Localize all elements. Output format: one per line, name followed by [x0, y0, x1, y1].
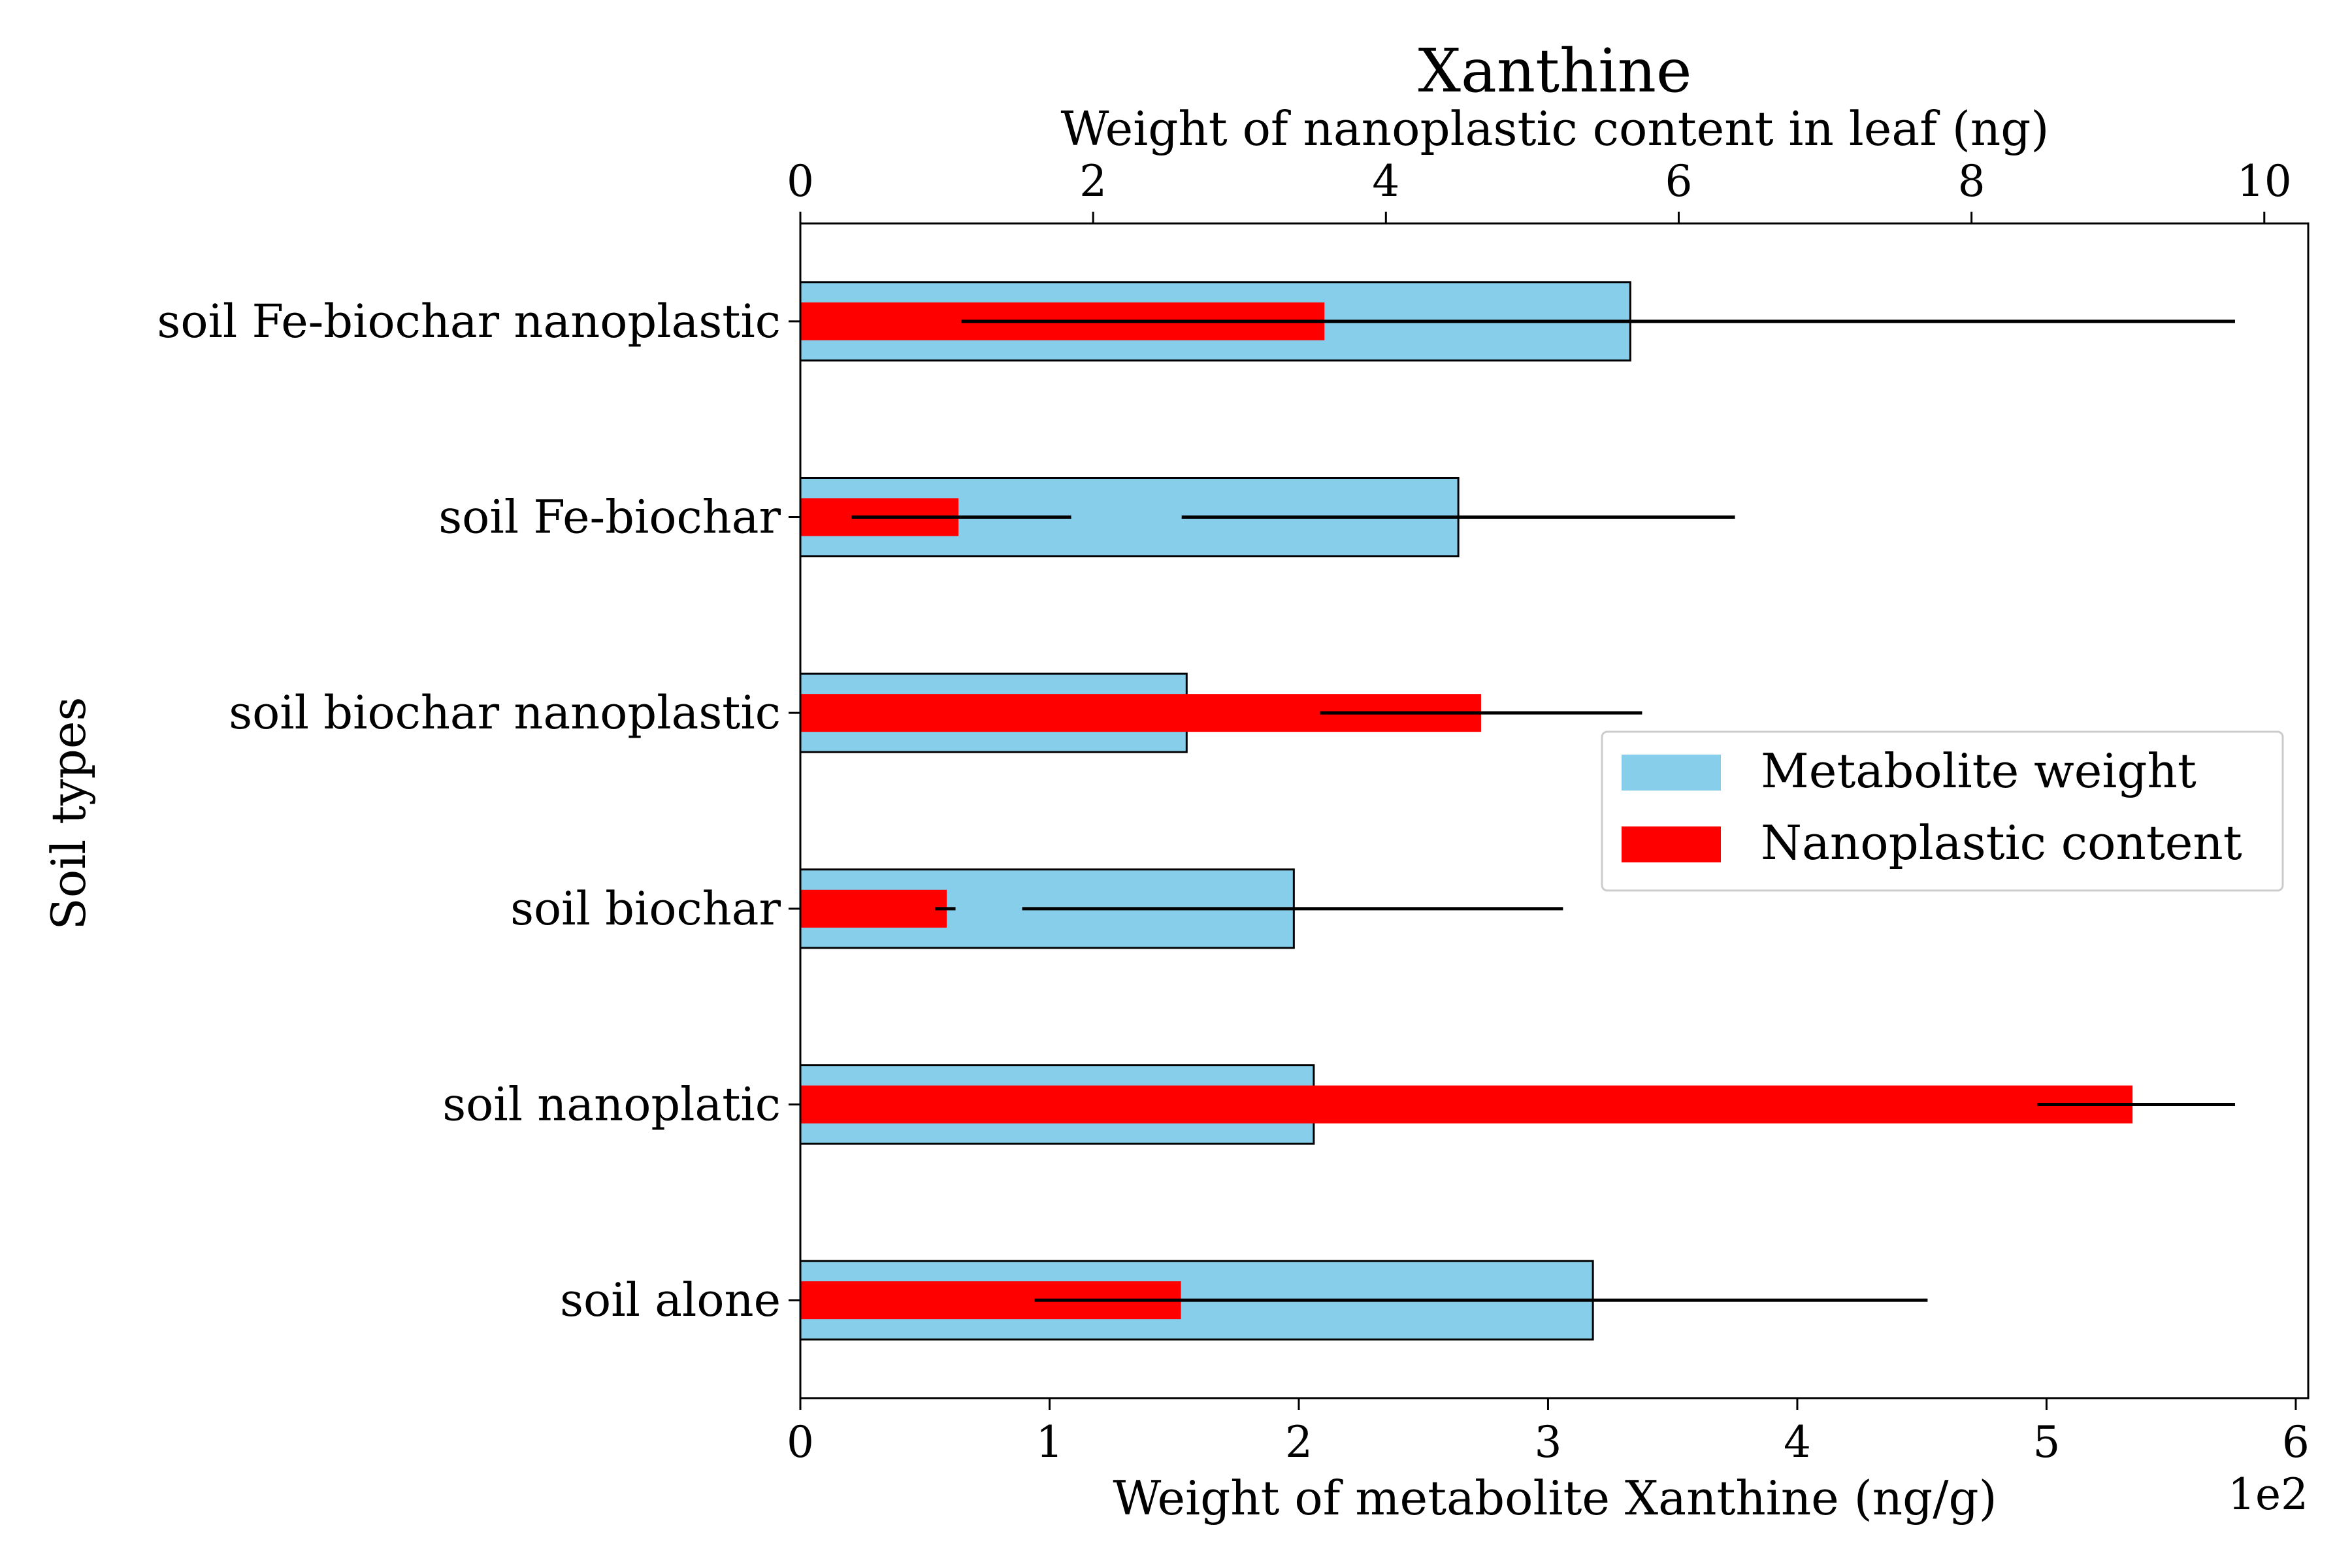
bottom-axis-label: Weight of metabolite Xanthine (ng/g) — [1113, 1471, 1997, 1526]
nanoplastic-bars — [800, 302, 2133, 1320]
category-label: soil biochar nanoplastic — [229, 686, 781, 740]
bottom-axis-tick-label: 1 — [1036, 1417, 1063, 1467]
metabolite-bars — [799, 281, 1631, 1341]
bottom-axis-tick-label: 5 — [2033, 1417, 2060, 1467]
legend-swatch-metabolite — [1622, 755, 1721, 791]
category-label: soil biochar — [510, 882, 781, 936]
legend-label-metabolite: Metabolite weight — [1761, 743, 2197, 798]
bottom-axis-tick-label: 0 — [787, 1417, 814, 1467]
legend-label-nanoplastic: Nanoplastic content — [1761, 815, 2242, 870]
plot-frame — [799, 222, 2310, 1399]
error-bars — [851, 319, 2235, 1302]
bottom-axis-tick-label: 4 — [1784, 1417, 1811, 1467]
legend-swatch-nanoplastic — [1622, 826, 1721, 862]
top-axis-tick-label: 2 — [1079, 156, 1107, 206]
bottom-axis-tick-label: 3 — [1534, 1417, 1561, 1467]
category-label: soil nanoplatic — [442, 1078, 781, 1132]
bottom-axis-tick-label: 6 — [2282, 1417, 2310, 1467]
top-axis-label: Weight of nanoplastic content in leaf (n… — [1061, 101, 2050, 156]
nanoplastic-bar — [800, 1085, 2133, 1124]
bottom-axis-offset-text: 1e2 — [2228, 1469, 2308, 1520]
category-label: soil Fe-biochar nanoplastic — [157, 295, 781, 348]
bottom-axis: 0 1 2 3 4 5 6 — [787, 1398, 2310, 1467]
chart-title: Xanthine — [1418, 36, 1692, 106]
category-label: soil Fe-biochar — [438, 491, 781, 544]
nanoplastic-bar — [800, 889, 947, 928]
category-label: soil alone — [560, 1273, 781, 1327]
top-axis-tick-label: 6 — [1665, 156, 1692, 206]
bottom-axis-tick-label: 2 — [1285, 1417, 1313, 1467]
top-axis: 0 2 4 6 8 10 — [787, 156, 2292, 223]
legend: Metabolite weight Nanoplastic content — [1601, 730, 2284, 892]
y-axis-label: Soil types — [41, 697, 96, 930]
legend-frame — [1601, 730, 2284, 892]
left-axis: soil alone soil nanoplatic soil biochar soi… — [157, 295, 800, 1327]
top-axis-tick-label: 10 — [2237, 156, 2292, 206]
top-axis-tick-label: 4 — [1372, 156, 1399, 206]
top-axis-tick-label: 0 — [787, 156, 814, 206]
top-axis-tick-label: 8 — [1958, 156, 1985, 206]
